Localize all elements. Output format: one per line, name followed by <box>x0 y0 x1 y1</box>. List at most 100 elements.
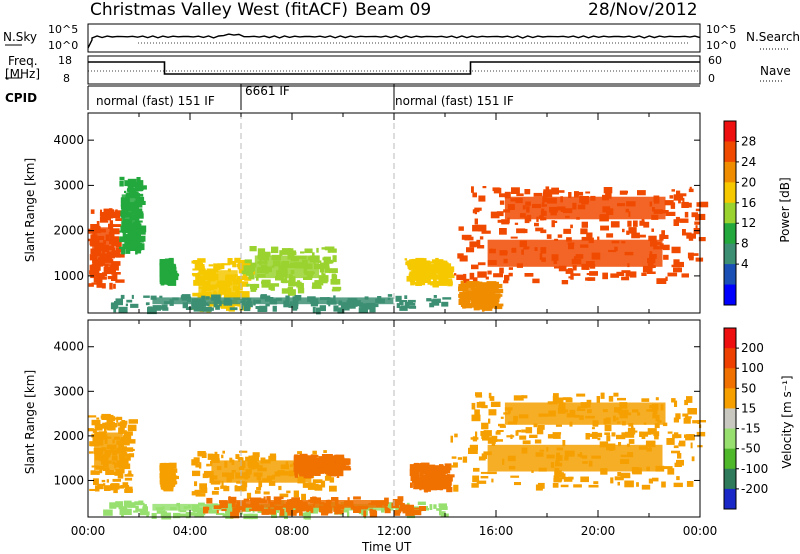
echo-cell <box>220 263 225 270</box>
echo-cell <box>366 302 376 310</box>
echo-cell <box>257 510 265 513</box>
echo-cell <box>127 502 136 508</box>
echo-cell <box>304 248 313 254</box>
panel-1-echo-region-4 <box>293 453 352 479</box>
echo-cell <box>665 211 676 216</box>
station-title: Christmas Valley West (fitACF) <box>90 0 349 20</box>
echo-cell <box>492 283 503 289</box>
echo-core <box>160 468 168 480</box>
echo-cell <box>216 509 219 514</box>
echo-cell <box>410 482 413 488</box>
echo-cell <box>251 457 257 463</box>
echo-cell <box>457 457 462 460</box>
echo-cell <box>470 296 476 302</box>
echo-cell <box>404 295 408 299</box>
echo-cell <box>337 468 341 471</box>
panel-0-colorbar-label-2: 24 <box>741 155 756 169</box>
echo-cell <box>324 266 330 273</box>
echo-cell <box>679 218 689 223</box>
freq-lo: 8 <box>63 72 70 85</box>
echo-cell <box>471 264 479 270</box>
echo-cell <box>573 484 582 488</box>
echo-cell <box>118 427 124 434</box>
echo-cell <box>326 262 330 266</box>
echo-cell <box>661 230 665 236</box>
echo-cell <box>347 497 350 503</box>
echo-cell <box>671 450 681 454</box>
echo-cell <box>126 192 134 196</box>
nave-hi: 60 <box>708 54 722 67</box>
echo-cell <box>522 440 531 445</box>
echo-cell <box>93 478 99 485</box>
echo-cell <box>535 227 544 232</box>
echo-cell <box>132 230 137 238</box>
echo-cell <box>490 301 499 306</box>
echo-cell <box>112 303 116 310</box>
echo-cell <box>104 266 112 274</box>
echo-cell <box>638 234 646 238</box>
echo-cell <box>555 424 562 427</box>
echo-cell <box>101 276 107 280</box>
echo-cell <box>665 276 668 281</box>
echo-cell <box>117 473 124 479</box>
echo-cell <box>472 209 475 214</box>
echo-cell <box>477 402 484 408</box>
echo-cell <box>593 432 603 438</box>
echo-cell <box>496 211 504 217</box>
echo-cell <box>514 482 521 486</box>
echo-cell <box>684 416 692 419</box>
echo-cell <box>426 298 432 302</box>
echo-cell <box>93 266 99 270</box>
echo-cell <box>99 469 103 474</box>
echo-core <box>211 460 312 483</box>
echo-cell <box>137 220 143 223</box>
echo-cell <box>404 258 408 261</box>
echo-cell <box>113 283 116 289</box>
panel-0-ytick-label-1: 1000 <box>53 269 84 283</box>
echo-cell <box>314 280 324 286</box>
echo-cell <box>695 208 701 212</box>
echo-cell <box>560 484 569 488</box>
echo-cell <box>438 270 449 274</box>
echo-cell <box>479 236 484 240</box>
panel-0-echo-region-8 <box>454 226 706 285</box>
echo-cell <box>100 209 103 213</box>
echo-cell <box>563 476 573 482</box>
echo-cell <box>138 500 144 505</box>
echo-cell <box>676 459 684 466</box>
echo-cell <box>248 274 255 280</box>
echo-cell <box>208 510 217 514</box>
echo-cell <box>107 276 117 280</box>
echo-cell <box>686 434 692 440</box>
echo-cell <box>188 512 196 516</box>
echo-cell <box>631 430 638 433</box>
echo-cell <box>122 508 132 515</box>
echo-cell <box>369 510 378 518</box>
echo-cell <box>617 397 626 401</box>
echo-cell <box>472 475 480 483</box>
echo-cell <box>129 186 134 191</box>
echo-cell <box>107 268 116 275</box>
echo-cell <box>408 504 414 512</box>
echo-cell <box>122 243 132 248</box>
echo-cell <box>480 285 488 287</box>
echo-cell <box>115 486 120 489</box>
echo-cell <box>464 300 468 305</box>
echo-cell <box>261 508 271 514</box>
echo-cell <box>510 236 518 239</box>
echo-cell <box>246 492 252 500</box>
echo-cell <box>338 466 341 471</box>
echo-cell <box>371 509 377 514</box>
echo-cell <box>210 460 213 467</box>
echo-cell <box>410 511 414 515</box>
echo-cell <box>307 470 310 473</box>
echo-cell <box>138 231 146 235</box>
echo-cell <box>104 427 107 433</box>
echo-cell <box>690 442 693 449</box>
nave-lo: 0 <box>708 72 715 85</box>
echo-cell <box>114 301 117 304</box>
echo-cell <box>433 504 437 509</box>
echo-cell <box>655 397 659 401</box>
echo-cell <box>119 236 127 243</box>
panel-1-ytick-label-1: 1000 <box>53 473 84 487</box>
